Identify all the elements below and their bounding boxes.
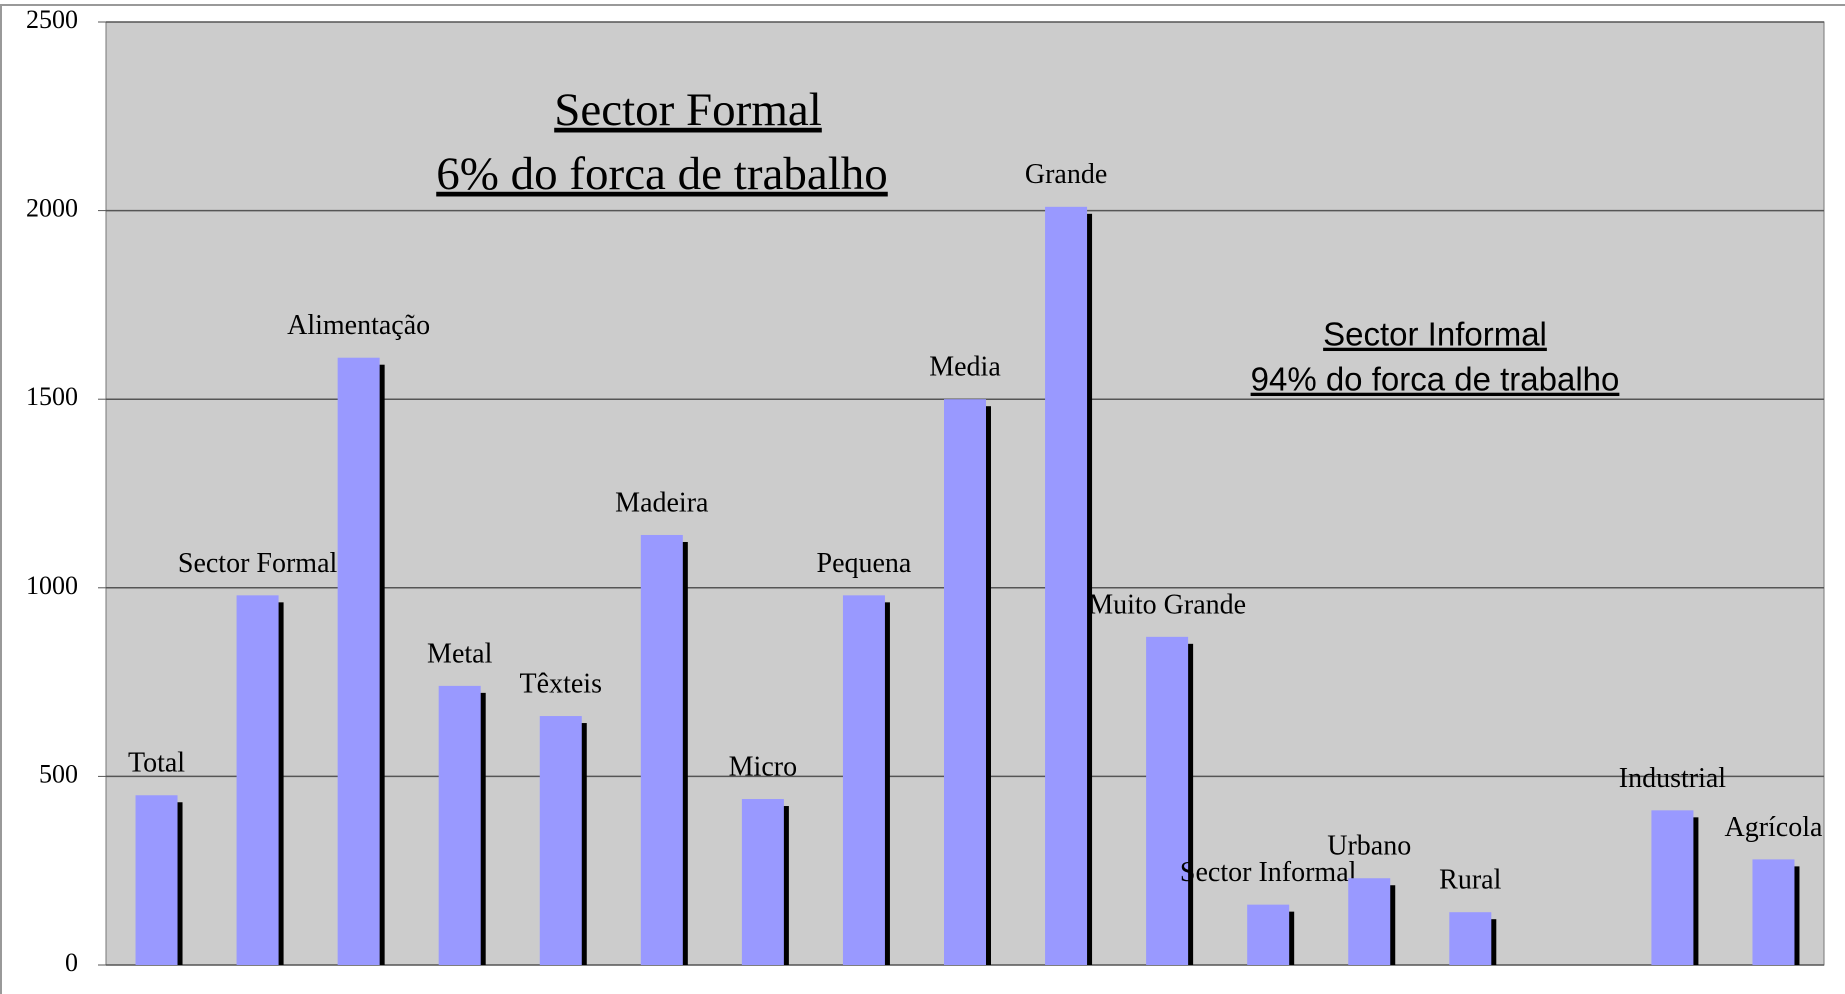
bar-shadow [681, 541, 688, 965]
bar-shadow [985, 406, 991, 965]
data-label: Têxteis [520, 668, 602, 699]
bar [640, 534, 683, 965]
data-label: Sector Informal [1180, 857, 1357, 888]
bar-shadow [782, 806, 789, 965]
annotation: 6% do forca de trabalho [436, 148, 888, 200]
bar [135, 795, 178, 965]
data-label: Grande [1025, 159, 1107, 190]
annotation: Sector Formal [554, 84, 822, 136]
y-tick-label: 2000 [26, 194, 78, 223]
bar [741, 799, 784, 965]
y-tick-label: 0 [65, 948, 78, 977]
bar-shadow [1086, 213, 1093, 965]
data-label: Agrícola [1724, 812, 1823, 843]
bar [944, 399, 986, 965]
data-label: Muito Grande [1088, 589, 1246, 620]
bar-shadow [1793, 866, 1800, 965]
bar [337, 357, 380, 965]
annotation: Sector Informal [1323, 316, 1547, 353]
data-label: Rural [1439, 865, 1501, 896]
data-label: Urbano [1327, 831, 1411, 862]
y-tick-label: 500 [39, 759, 78, 788]
bar-shadow [1692, 817, 1699, 965]
data-label: Total [128, 748, 185, 779]
bar [1449, 912, 1492, 965]
bar [539, 716, 582, 965]
data-label: Pequena [817, 548, 912, 579]
bar [1247, 904, 1290, 965]
annotation: 94% do forca de trabalho [1251, 361, 1620, 398]
bar-shadow [176, 802, 183, 965]
bar-shadow [378, 364, 385, 965]
bar-shadow [580, 723, 587, 965]
bar-shadow [277, 602, 284, 965]
bar [1651, 810, 1694, 965]
bar-shadow [1389, 885, 1396, 965]
bar-shadow [1288, 911, 1295, 965]
bar [842, 595, 885, 965]
data-label: Micro [729, 751, 797, 782]
bar [1348, 878, 1391, 965]
data-label: Alimentação [287, 310, 430, 341]
data-label: Media [929, 352, 1001, 383]
bar-shadow [1490, 919, 1497, 965]
bar-shadow [883, 602, 890, 965]
bar [1752, 859, 1795, 965]
bar [1045, 206, 1088, 965]
data-label: Madeira [615, 487, 709, 518]
bar [438, 685, 481, 965]
bar [236, 595, 279, 965]
data-label: Metal [427, 638, 493, 669]
bar [1146, 636, 1189, 965]
y-tick-label: 1500 [26, 382, 78, 411]
data-label: Industrial [1619, 763, 1727, 794]
y-tick-label: 1000 [26, 571, 78, 600]
bar-shadow [479, 692, 486, 965]
y-tick-label: 2500 [26, 5, 78, 34]
bar-shadow [1187, 643, 1194, 965]
data-label: Sector Formal [178, 548, 338, 579]
